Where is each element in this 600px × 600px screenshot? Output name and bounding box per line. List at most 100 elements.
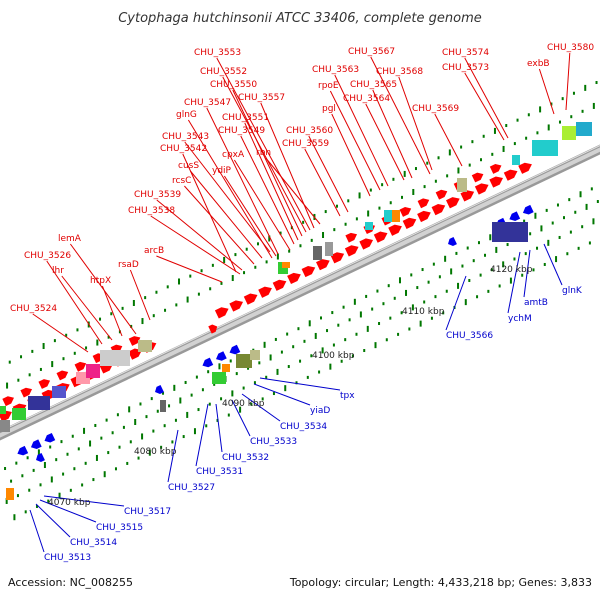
forward-gene-arrow <box>460 190 475 202</box>
track-tick <box>96 339 99 346</box>
track-tick <box>468 163 471 167</box>
track-tick <box>411 304 414 311</box>
forward-gene-arrow <box>388 224 402 236</box>
track-tick <box>358 192 361 199</box>
leader-line <box>222 76 307 233</box>
track-tick <box>141 318 144 325</box>
label-leaders <box>29 52 571 553</box>
track-tick <box>234 253 237 257</box>
track-tick <box>118 445 121 449</box>
forward-gene-label: lemA <box>58 234 82 244</box>
track-tick <box>137 456 140 460</box>
forward-gene-arrow <box>489 163 502 174</box>
reverse-gene-label: CHU_3517 <box>124 507 171 517</box>
gene-block <box>138 340 152 352</box>
tick-label: 4070 kbp <box>48 498 91 508</box>
track-tick <box>103 471 106 478</box>
track-tick <box>139 402 142 406</box>
tick-label: 4120 kbp <box>490 265 533 275</box>
track-tick <box>171 440 174 444</box>
track-tick <box>340 359 343 363</box>
track-tick <box>471 140 474 144</box>
track-tick <box>524 252 527 256</box>
track-tick <box>310 238 313 242</box>
track-tick <box>403 170 406 177</box>
tick-label: 4080 kbp <box>134 447 177 457</box>
gene-block <box>492 222 528 242</box>
leader-line <box>464 72 505 141</box>
track-tick <box>58 492 61 499</box>
forward-gene-arrow <box>518 162 532 174</box>
track-tick <box>412 188 415 195</box>
track-tick <box>10 479 13 483</box>
track-tick <box>253 381 256 385</box>
reverse-gene-label: yiaD <box>310 406 330 416</box>
track-tick <box>100 436 103 440</box>
track-tick <box>53 339 56 343</box>
track-tick <box>83 427 86 434</box>
reverse-gene-label: CHU_3566 <box>446 331 493 341</box>
track-tick <box>444 255 447 262</box>
forward-gene-label: CHU_3569 <box>412 104 459 114</box>
track-tick <box>374 342 377 349</box>
leader-line <box>565 52 571 111</box>
track-tick <box>509 277 512 284</box>
track-tick <box>26 456 29 460</box>
gene-block <box>160 400 166 412</box>
track-tick <box>179 397 182 404</box>
forward-gene-arrow <box>417 198 430 209</box>
track-tick <box>335 204 338 208</box>
track-tick <box>529 232 532 236</box>
track-tick <box>69 488 72 492</box>
track-tick <box>186 296 189 303</box>
track-tick <box>99 317 102 321</box>
reverse-gene-label: CHU_3533 <box>250 437 297 447</box>
track-tick <box>35 504 38 508</box>
track-tick <box>258 361 261 365</box>
track-tick <box>284 385 287 392</box>
leader-line <box>331 113 371 197</box>
track-tick <box>398 277 401 284</box>
track-tick <box>243 271 246 275</box>
track-tick <box>211 263 214 267</box>
leader-line <box>233 159 291 251</box>
track-tick <box>376 289 379 293</box>
track-tick <box>89 440 92 447</box>
track-tick <box>302 220 305 224</box>
track-tick <box>479 273 482 277</box>
track-tick <box>378 206 381 210</box>
forward-gene-arrow <box>229 300 244 312</box>
forward-gene-arrow <box>330 252 345 264</box>
leader-line <box>365 103 405 181</box>
forward-gene-arrow <box>56 370 69 381</box>
forward-gene-arrow <box>344 245 359 257</box>
track-tick <box>174 418 177 422</box>
track-tick <box>550 102 553 106</box>
track-tick <box>121 306 124 310</box>
track-tick <box>588 241 591 245</box>
forward-gene-arrow <box>435 189 448 200</box>
track-tick <box>152 314 155 318</box>
track-tick <box>178 278 181 285</box>
tick-label: 4090 kbp <box>222 399 265 409</box>
track-tick <box>160 445 163 449</box>
track-tick <box>186 411 189 418</box>
track-tick <box>173 384 176 391</box>
reverse-gene-arrow <box>36 452 45 463</box>
track-tick <box>220 397 223 401</box>
track-tick <box>347 199 350 203</box>
track-tick <box>184 380 187 384</box>
track-tick <box>410 273 413 277</box>
track-tick <box>162 391 165 395</box>
track-tick <box>419 320 422 327</box>
leader-line <box>101 285 123 337</box>
gene-block <box>12 408 26 420</box>
reverse-gene-arrow <box>216 351 227 361</box>
reverse-gene-label: ychM <box>508 314 532 324</box>
leader-line <box>253 383 311 406</box>
gene-block <box>313 246 322 260</box>
track-tick <box>326 329 329 333</box>
track-tick <box>490 268 493 272</box>
track-tick <box>371 307 374 311</box>
